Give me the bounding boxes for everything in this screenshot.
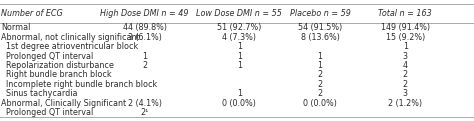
Text: 2: 2 bbox=[318, 89, 322, 98]
Text: 2: 2 bbox=[318, 80, 322, 89]
Text: 2: 2 bbox=[403, 80, 408, 89]
Text: Prolonged QT interval: Prolonged QT interval bbox=[1, 52, 93, 60]
Text: 1st degree atrioventricular block: 1st degree atrioventricular block bbox=[1, 42, 138, 51]
Text: Number of ECG: Number of ECG bbox=[1, 9, 63, 18]
Text: 4 (7.3%): 4 (7.3%) bbox=[222, 33, 256, 42]
Text: Abnormal, not clinically significant: Abnormal, not clinically significant bbox=[1, 33, 139, 42]
Text: 1: 1 bbox=[318, 52, 322, 60]
Text: 44 (89.8%): 44 (89.8%) bbox=[123, 23, 166, 32]
Text: 2¹: 2¹ bbox=[140, 108, 149, 117]
Text: 8 (13.6%): 8 (13.6%) bbox=[301, 33, 339, 42]
Text: 1: 1 bbox=[237, 89, 242, 98]
Text: 15 (9.2%): 15 (9.2%) bbox=[386, 33, 425, 42]
Text: 1: 1 bbox=[237, 42, 242, 51]
Text: Placebo n = 59: Placebo n = 59 bbox=[290, 9, 350, 18]
Text: 1: 1 bbox=[237, 61, 242, 70]
Text: 2: 2 bbox=[403, 70, 408, 79]
Text: 0 (0.0%): 0 (0.0%) bbox=[222, 99, 256, 108]
Text: 0 (0.0%): 0 (0.0%) bbox=[303, 99, 337, 108]
Text: 1: 1 bbox=[237, 52, 242, 60]
Text: 51 (92.7%): 51 (92.7%) bbox=[217, 23, 262, 32]
Text: 2: 2 bbox=[318, 70, 322, 79]
Text: 1: 1 bbox=[318, 61, 322, 70]
Text: 2: 2 bbox=[142, 61, 147, 70]
Text: 3 (6.1%): 3 (6.1%) bbox=[128, 33, 162, 42]
Text: 2 (1.2%): 2 (1.2%) bbox=[388, 99, 422, 108]
Text: 149 (91.4%): 149 (91.4%) bbox=[381, 23, 430, 32]
Text: Sinus tachycardia: Sinus tachycardia bbox=[1, 89, 77, 98]
Text: 4: 4 bbox=[403, 61, 408, 70]
Text: 54 (91.5%): 54 (91.5%) bbox=[298, 23, 342, 32]
Text: Abnormal, Clinically Significant: Abnormal, Clinically Significant bbox=[1, 99, 126, 108]
Text: 3: 3 bbox=[403, 89, 408, 98]
Text: Total n = 163: Total n = 163 bbox=[378, 9, 432, 18]
Text: 3: 3 bbox=[403, 52, 408, 60]
Text: High Dose DMI n = 49: High Dose DMI n = 49 bbox=[100, 9, 189, 18]
Text: Repolarization disturbance: Repolarization disturbance bbox=[1, 61, 114, 70]
Text: Incomplete right bundle branch block: Incomplete right bundle branch block bbox=[1, 80, 157, 89]
Text: Prolonged QT interval: Prolonged QT interval bbox=[1, 108, 93, 117]
Text: 1: 1 bbox=[142, 52, 147, 60]
Text: Low Dose DMI n = 55: Low Dose DMI n = 55 bbox=[196, 9, 283, 18]
Text: 2 (4.1%): 2 (4.1%) bbox=[128, 99, 162, 108]
Text: 1: 1 bbox=[403, 42, 408, 51]
Text: Normal: Normal bbox=[1, 23, 30, 32]
Text: Right bundle branch block: Right bundle branch block bbox=[1, 70, 111, 79]
